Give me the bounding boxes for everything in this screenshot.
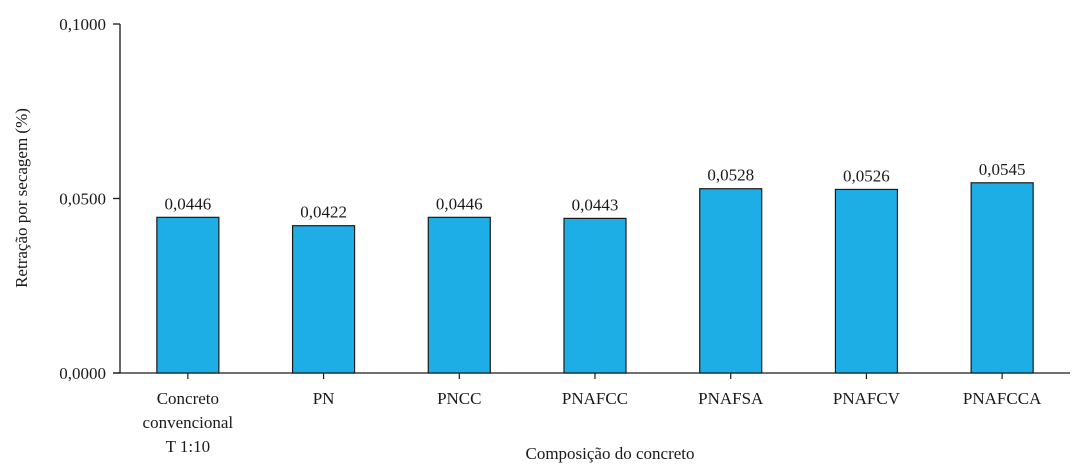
x-axis	[113, 372, 1070, 379]
x-tick-label: PNAFCV	[833, 389, 901, 408]
bar	[563, 217, 627, 374]
x-tick-label: PNCC	[437, 389, 481, 408]
y-tick-label: 0,0500	[59, 190, 106, 209]
x-tick-label: T 1:10	[166, 437, 211, 456]
x-tick-label: PN	[313, 389, 335, 408]
x-tick-label: PNAFCCA	[963, 389, 1042, 408]
bars	[156, 182, 1034, 374]
x-tick-label: convencional	[143, 413, 234, 432]
bar	[970, 182, 1034, 374]
y-tick-label: 0,1000	[59, 15, 106, 34]
category-labels: Concreto convencional T 1:10 PN PNCC PNAFCC PN…	[143, 389, 1043, 456]
bar-value-label: 0,0528	[707, 166, 754, 185]
x-tick-label: Concreto	[157, 389, 219, 408]
y-axis: 0,0000 0,0500 0,1000	[59, 15, 121, 383]
bar	[427, 216, 491, 374]
bar-value-label: 0,0526	[843, 166, 890, 185]
y-tick-label: 0,0000	[59, 364, 106, 383]
x-tick-label: PNAFSA	[698, 389, 764, 408]
bar-value-label: 0,0545	[979, 160, 1026, 179]
value-labels: 0,0446 0,0422 0,0446 0,0443 0,0528 0,0526 0,05…	[164, 160, 1025, 222]
bar-value-label: 0,0446	[164, 194, 211, 213]
bar	[291, 225, 356, 374]
bar	[699, 188, 763, 374]
bar-value-label: 0,0446	[436, 194, 483, 213]
bar	[834, 188, 899, 374]
x-tick-label: PNAFCC	[562, 389, 628, 408]
bar-value-label: 0,0443	[572, 195, 619, 214]
y-axis-title: Retração por secagem (%)	[12, 108, 31, 288]
bar	[156, 216, 220, 374]
bar-value-label: 0,0422	[300, 203, 347, 222]
x-axis-title: Composição do concreto	[525, 444, 694, 463]
